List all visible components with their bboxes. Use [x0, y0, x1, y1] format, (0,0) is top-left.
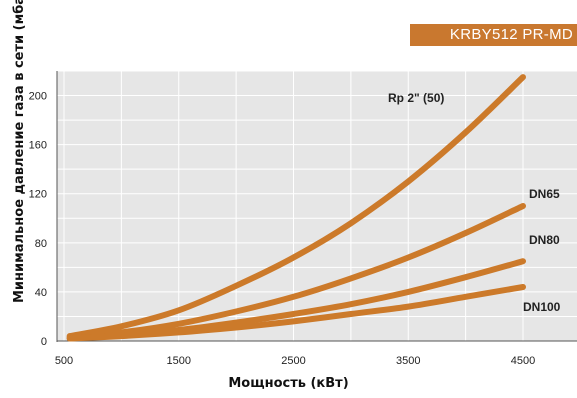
y-tick-label: 0	[41, 336, 47, 348]
y-tick-label: 160	[29, 140, 47, 152]
x-tick-label: 3500	[396, 355, 420, 367]
x-tick-label: 1500	[167, 355, 191, 367]
y-tick-label: 120	[29, 189, 47, 201]
series-group	[66, 74, 526, 342]
plot-background	[57, 71, 577, 341]
x-tick-label: 500	[55, 355, 73, 367]
series-label: DN100	[523, 300, 561, 314]
model-badge: KRBY512 PR-MD	[410, 24, 577, 46]
x-axis-label: Мощность (кВт)	[228, 376, 349, 391]
y-axis-label: Минимальное давление газа в сети (мбар)	[12, 0, 27, 303]
y-tick-label: 80	[35, 238, 47, 250]
y-tick-label: 40	[35, 287, 47, 299]
x-tick-label: 2500	[281, 355, 305, 367]
x-tick-label: 4500	[511, 355, 535, 367]
series-label: DN80	[529, 233, 560, 247]
series-line	[66, 284, 526, 342]
series-labels: Rp 2" (50) DN65 DN80 DN100	[388, 91, 561, 314]
series-label: DN65	[529, 187, 560, 201]
series-line	[66, 74, 526, 340]
y-tick-label: 200	[29, 91, 47, 103]
axes	[56, 71, 577, 342]
series-line	[66, 203, 526, 341]
tick-labels: 0 40 80 120 160 200 500 1500 2500 3500 4500	[29, 91, 536, 367]
series-label: Rp 2" (50)	[388, 91, 444, 105]
